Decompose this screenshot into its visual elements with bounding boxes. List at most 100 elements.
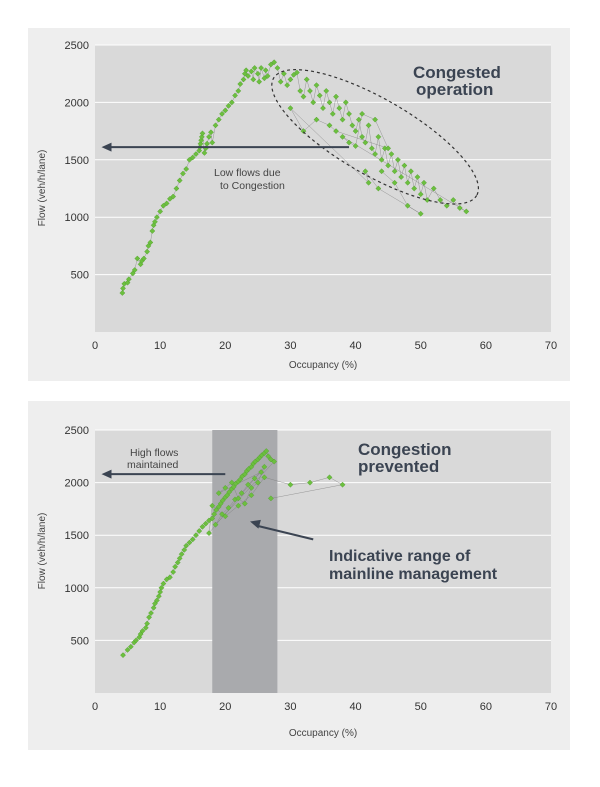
x-tick-label: 10 [154, 701, 166, 713]
data-point [258, 469, 264, 475]
data-point [408, 168, 414, 175]
congested-chart-panel: 500 1000 1500 2000 2500 0 10 20 30 40 50 60 70 Conge… [28, 28, 570, 381]
data-point [235, 495, 242, 502]
data-point [212, 122, 219, 129]
data-point [277, 78, 284, 85]
y-tick-label: 2500 [65, 40, 89, 52]
data-point [189, 154, 196, 161]
data-point [261, 474, 268, 481]
data-point [157, 589, 164, 595]
data-point [173, 185, 180, 192]
data-point [243, 67, 250, 74]
data-point [346, 110, 352, 117]
x-tick-label: 0 [92, 340, 98, 352]
data-point [155, 593, 162, 600]
data-point [199, 523, 206, 530]
data-point [362, 168, 369, 175]
data-point [245, 73, 251, 79]
data-point [219, 497, 226, 504]
data-point [329, 110, 336, 117]
data-point [417, 210, 424, 217]
data-point [443, 202, 450, 209]
data-point [209, 139, 216, 146]
x-axis-label: Occupancy (%) [289, 360, 357, 371]
data-point [206, 133, 212, 140]
data-point [154, 214, 160, 221]
data-point [147, 239, 154, 246]
gridlines [95, 429, 551, 641]
data-point [160, 202, 167, 209]
data-point [174, 559, 181, 566]
data-point [235, 88, 242, 94]
data-point [326, 99, 333, 106]
tick-labels: 500 1000 1500 2000 2500 0 10 20 30 40 50 60 70 [65, 425, 558, 713]
data-point [193, 532, 199, 539]
data-point [339, 133, 346, 140]
data-point [133, 637, 139, 644]
series-uncongested [119, 59, 278, 296]
data-point [258, 65, 264, 71]
data-point [208, 129, 214, 136]
data-point [248, 68, 255, 75]
y-tick-label: 500 [71, 635, 89, 647]
x-tick-label: 40 [349, 701, 361, 713]
headline-line1: Congested [413, 63, 501, 82]
data-point [362, 139, 369, 146]
data-point [368, 145, 375, 152]
data-point [411, 185, 418, 192]
data-point [134, 255, 141, 262]
y-tick-label: 2000 [65, 97, 89, 109]
data-point [160, 580, 167, 587]
headline-line1: Congestion [358, 440, 452, 459]
data-point [170, 193, 177, 200]
congestion-ellipse [271, 69, 480, 205]
data-point [398, 174, 405, 180]
data-point [183, 542, 190, 549]
data-point [323, 88, 330, 94]
data-point [176, 177, 183, 184]
data-point [391, 179, 398, 186]
data-point [404, 179, 411, 186]
data-point [336, 105, 343, 112]
x-tick-label: 60 [480, 701, 492, 713]
data-point [274, 65, 281, 71]
data-point [404, 202, 411, 209]
data-point [170, 569, 177, 575]
data-point [140, 255, 147, 262]
data-point [271, 458, 278, 465]
x-tick-label: 60 [480, 340, 492, 352]
note-line2: to Congestion [220, 180, 285, 192]
data-point [263, 448, 270, 454]
data-point [245, 481, 251, 488]
data-point [251, 65, 258, 71]
data-point [326, 122, 333, 129]
data-point [125, 276, 132, 283]
data-point [372, 116, 378, 123]
data-point [250, 76, 257, 83]
data-point [181, 547, 188, 553]
data-point [235, 502, 242, 509]
data-point [212, 521, 219, 528]
data-point [333, 128, 339, 134]
prevented-chart: 500 1000 1500 2000 2500 0 10 20 30 40 50 60 70 Conge… [37, 425, 558, 739]
data-point [176, 555, 183, 562]
data-point [222, 513, 229, 520]
data-point [287, 76, 294, 83]
data-point [342, 99, 349, 106]
x-tick-label: 0 [92, 701, 98, 713]
data-point [142, 624, 149, 631]
data-point [209, 502, 216, 509]
y-tick-label: 1000 [65, 583, 89, 595]
data-point [326, 474, 333, 481]
data-point [167, 574, 173, 581]
y-tick-label: 1500 [65, 530, 89, 542]
data-point [268, 495, 274, 502]
callout-line1: Indicative range of [329, 548, 471, 565]
data-point [186, 156, 193, 163]
y-axis-label: Flow (veh/h/lane) [37, 150, 48, 227]
data-point [189, 536, 196, 543]
data-point [365, 179, 372, 186]
data-point [202, 520, 209, 527]
data-point [287, 105, 294, 112]
gridlines [95, 44, 551, 276]
